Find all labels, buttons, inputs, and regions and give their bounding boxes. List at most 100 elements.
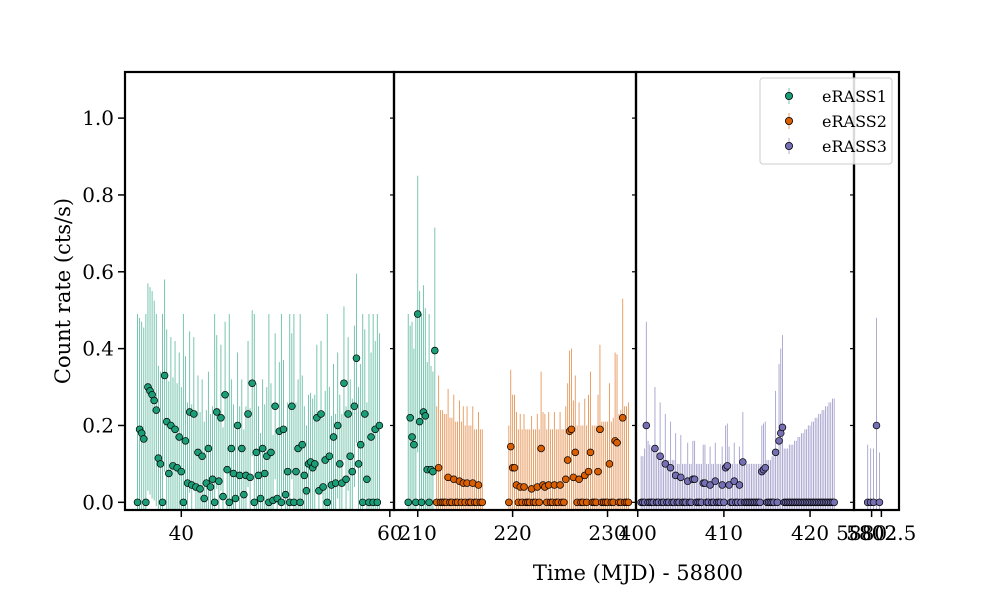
y-tick-label: 0.6 bbox=[82, 260, 114, 284]
erass2-point bbox=[584, 467, 593, 476]
erass3-point bbox=[642, 421, 651, 430]
erass1-point bbox=[225, 498, 234, 507]
erass1-point bbox=[336, 460, 344, 468]
erass3-point bbox=[775, 437, 783, 445]
x-tick-label: 230 bbox=[588, 521, 626, 545]
erass2-point bbox=[537, 444, 545, 453]
erass1-point bbox=[361, 410, 369, 418]
erass1-point bbox=[415, 417, 424, 426]
erass1-point bbox=[158, 498, 167, 507]
erass3-point bbox=[875, 498, 884, 507]
erass2-point bbox=[510, 463, 519, 472]
erass2-point bbox=[596, 425, 604, 434]
erass1-point bbox=[346, 452, 354, 460]
x-tick-label: 60 bbox=[377, 521, 402, 545]
erass1-point bbox=[204, 444, 213, 453]
erass1-point bbox=[425, 498, 433, 507]
erass1-point bbox=[431, 346, 439, 355]
erass1-point bbox=[181, 437, 190, 445]
erass1-point bbox=[363, 475, 371, 484]
erass2-point bbox=[434, 463, 443, 472]
legend-marker-erass3 bbox=[785, 141, 794, 150]
erass3-point bbox=[771, 448, 780, 457]
erass1-point bbox=[254, 471, 263, 480]
legend-label-erass1: eRASS1 bbox=[822, 87, 887, 106]
erass1-point bbox=[323, 498, 332, 507]
erass3-point bbox=[830, 498, 838, 507]
legend-marker-erass2 bbox=[785, 117, 794, 126]
erass1-point bbox=[340, 379, 348, 387]
y-tick-label: 0.2 bbox=[82, 413, 114, 437]
erass1-point bbox=[288, 402, 296, 411]
erass1-point bbox=[317, 410, 325, 418]
erass1-point bbox=[140, 435, 148, 443]
erass2-point bbox=[478, 498, 487, 507]
erass1-point bbox=[142, 498, 150, 507]
erass1-point bbox=[375, 421, 384, 430]
erass1-point bbox=[221, 390, 229, 399]
erass1-point bbox=[329, 433, 338, 441]
erass3-point bbox=[735, 481, 744, 489]
erass2-point bbox=[563, 456, 572, 464]
erass1-point bbox=[240, 490, 248, 499]
erass1-point bbox=[246, 473, 254, 482]
erass1-point bbox=[258, 444, 267, 453]
legend-label-erass3: eRASS3 bbox=[822, 137, 887, 156]
erass3-point bbox=[725, 481, 733, 489]
erass1-point bbox=[413, 310, 422, 318]
erass3-point bbox=[756, 498, 764, 507]
erass3-point bbox=[651, 444, 659, 453]
panel-4 bbox=[863, 317, 884, 510]
panels-layer bbox=[133, 175, 884, 510]
erass2-point bbox=[505, 498, 513, 507]
erass3-point bbox=[706, 481, 714, 489]
erass3-point bbox=[690, 475, 699, 484]
x-tick-label-offset: 5880 bbox=[836, 521, 887, 545]
panel-3 bbox=[637, 321, 838, 510]
erass3-point bbox=[739, 458, 747, 466]
erass2-point bbox=[571, 448, 580, 457]
x-tick-label: 210 bbox=[399, 521, 437, 545]
erass1-point bbox=[300, 471, 309, 480]
erass1-point bbox=[171, 425, 179, 434]
y-axis-label: Count rate (cts/s) bbox=[51, 198, 75, 384]
erass2-point bbox=[520, 483, 528, 491]
x-tick-label: 5802.5 bbox=[846, 521, 916, 545]
y-tick-label: 0.0 bbox=[82, 490, 114, 514]
erass1-point bbox=[352, 354, 361, 362]
erass1-point bbox=[217, 414, 225, 422]
erass1-point bbox=[350, 402, 359, 411]
erass2-point bbox=[562, 475, 570, 484]
erass1-point bbox=[213, 408, 221, 416]
legend-entry-erass2: eRASS2 bbox=[785, 112, 887, 131]
erass1-point bbox=[319, 483, 327, 491]
erass1-point bbox=[200, 494, 208, 503]
x-tick-label: 220 bbox=[494, 521, 532, 545]
erass1-point bbox=[160, 371, 169, 380]
y-tick-label: 0.8 bbox=[82, 183, 114, 207]
erass1-point bbox=[175, 433, 183, 441]
legend-entry-erass1: eRASS1 bbox=[785, 87, 887, 106]
erass2-point bbox=[613, 439, 621, 447]
erass3-point bbox=[872, 421, 881, 430]
panel-frame bbox=[123, 70, 396, 512]
erass3-point bbox=[718, 481, 726, 489]
erass3-point bbox=[666, 463, 675, 472]
x-tick-label: 410 bbox=[705, 521, 743, 545]
erass1-point bbox=[198, 452, 206, 460]
erass3-point bbox=[730, 477, 738, 485]
erass1-point bbox=[348, 467, 357, 476]
erass3-point bbox=[773, 498, 782, 507]
erass1-point bbox=[196, 485, 204, 493]
erass2-point bbox=[535, 498, 543, 507]
erass1-point bbox=[354, 460, 363, 468]
erass1-point bbox=[302, 487, 311, 495]
erass3-point bbox=[778, 423, 787, 432]
x-tick-label: 400 bbox=[619, 521, 657, 545]
erass1-point bbox=[373, 498, 382, 507]
erass1-point bbox=[229, 469, 238, 478]
x-tick-label: 420 bbox=[791, 521, 829, 545]
erass1-point bbox=[417, 498, 426, 507]
x-tick-label: 5802 bbox=[846, 521, 897, 545]
